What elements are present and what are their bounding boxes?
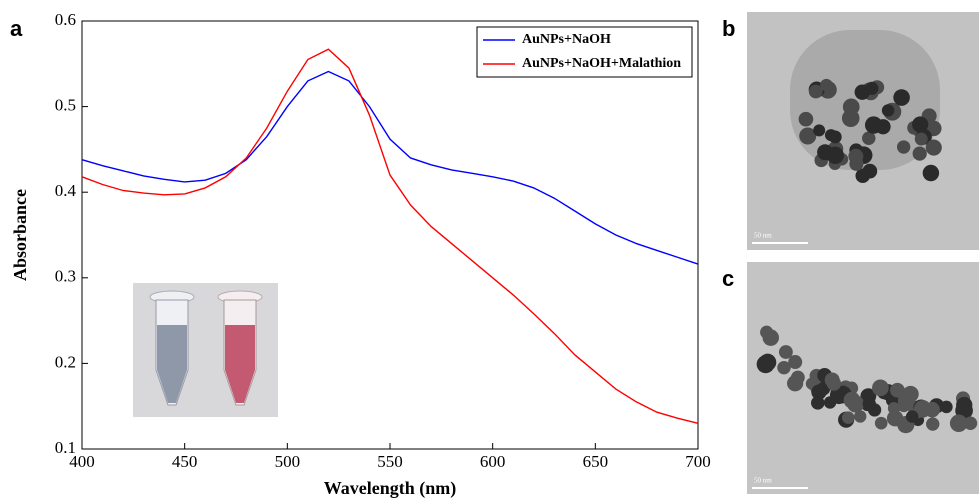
panel-label: b bbox=[722, 16, 735, 41]
particle bbox=[820, 78, 833, 92]
particle bbox=[788, 355, 803, 369]
scale-bar-label: 50 nm bbox=[754, 232, 772, 240]
x-tick-label: 400 bbox=[69, 452, 95, 471]
legend-label: AuNPs+NaOH+Malathion bbox=[522, 56, 681, 71]
panel-label: a bbox=[10, 16, 23, 41]
tem-image-b: 50 nm bbox=[747, 12, 979, 250]
x-tick-label: 500 bbox=[275, 452, 301, 471]
inset-photo bbox=[133, 283, 278, 417]
particle bbox=[887, 402, 901, 415]
particle bbox=[881, 104, 895, 117]
particle bbox=[874, 416, 888, 430]
particle bbox=[808, 84, 823, 99]
x-tick-label: 450 bbox=[172, 452, 198, 471]
particle bbox=[826, 146, 844, 165]
particle bbox=[824, 372, 840, 388]
particle bbox=[841, 411, 855, 424]
x-axis-label: Wavelength (nm) bbox=[324, 478, 457, 499]
legend-label: AuNPs+NaOH bbox=[522, 32, 611, 47]
particle bbox=[862, 397, 876, 411]
y-tick-label: 0.2 bbox=[55, 352, 76, 371]
particle bbox=[925, 139, 942, 156]
y-axis-label: Absorbance bbox=[10, 189, 30, 281]
particle bbox=[760, 325, 774, 339]
y-tick-label: 0.6 bbox=[55, 10, 76, 29]
scale-bar-label: 50 nm bbox=[754, 477, 772, 485]
particle bbox=[902, 385, 919, 403]
particle bbox=[949, 414, 968, 433]
y-tick-label: 0.4 bbox=[55, 181, 77, 200]
panel-label: c bbox=[722, 266, 734, 291]
particle bbox=[924, 401, 940, 418]
particle bbox=[824, 129, 838, 142]
data-line bbox=[81, 48, 699, 424]
particle bbox=[912, 116, 929, 133]
particle bbox=[798, 111, 814, 127]
data-line bbox=[81, 70, 699, 265]
particle bbox=[862, 131, 876, 146]
y-tick-label: 0.1 bbox=[55, 438, 76, 457]
particle bbox=[890, 382, 905, 398]
y-tick-label: 0.3 bbox=[55, 267, 76, 286]
particle bbox=[864, 116, 883, 134]
particle bbox=[799, 127, 817, 145]
particle bbox=[893, 89, 910, 106]
particle bbox=[905, 410, 919, 423]
particle bbox=[759, 353, 777, 371]
y-tick-label: 0.5 bbox=[55, 96, 76, 115]
particle bbox=[912, 146, 927, 161]
particle bbox=[777, 360, 791, 375]
particle bbox=[872, 379, 889, 397]
particle bbox=[778, 345, 793, 359]
x-tick-label: 600 bbox=[480, 452, 506, 471]
particle bbox=[862, 163, 878, 179]
x-tick-label: 650 bbox=[583, 452, 609, 471]
particle bbox=[823, 396, 837, 409]
particle bbox=[786, 375, 804, 392]
particle bbox=[896, 140, 911, 154]
tem-image-c: 50 nm bbox=[747, 262, 979, 494]
particle bbox=[963, 416, 978, 431]
particle bbox=[811, 384, 827, 400]
legend-box bbox=[476, 26, 693, 78]
particle bbox=[849, 156, 864, 171]
particle bbox=[914, 132, 928, 146]
particle bbox=[926, 417, 940, 431]
particle bbox=[956, 396, 973, 414]
particle bbox=[842, 98, 860, 116]
particle bbox=[811, 396, 825, 410]
x-tick-label: 700 bbox=[685, 452, 711, 471]
particle bbox=[843, 391, 861, 409]
particle bbox=[865, 81, 879, 95]
x-tick-label: 550 bbox=[377, 452, 403, 471]
particle bbox=[854, 410, 867, 423]
particle bbox=[922, 164, 940, 182]
particle bbox=[813, 124, 826, 137]
